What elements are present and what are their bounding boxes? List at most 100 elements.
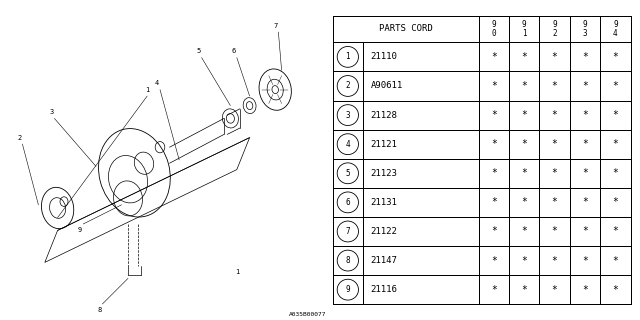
Text: 6: 6 <box>346 198 350 207</box>
Text: *: * <box>491 81 497 91</box>
Bar <box>509 100 540 130</box>
Bar <box>600 130 630 159</box>
Bar <box>570 159 600 188</box>
Text: *: * <box>521 139 527 149</box>
Bar <box>509 16 540 42</box>
Bar <box>363 188 479 217</box>
Text: *: * <box>582 110 588 120</box>
Bar <box>509 188 540 217</box>
Text: *: * <box>612 110 618 120</box>
Bar <box>333 246 363 275</box>
Bar <box>540 100 570 130</box>
Bar <box>333 71 363 100</box>
Bar <box>479 42 509 71</box>
Text: 6: 6 <box>232 48 236 54</box>
Text: *: * <box>491 197 497 207</box>
Text: *: * <box>491 139 497 149</box>
Text: *: * <box>582 139 588 149</box>
Bar <box>570 217 600 246</box>
Bar <box>363 71 479 100</box>
Bar <box>540 71 570 100</box>
Text: *: * <box>521 285 527 295</box>
Bar <box>333 159 363 188</box>
Text: 9
0: 9 0 <box>492 20 496 37</box>
Text: *: * <box>582 256 588 266</box>
Text: 21122: 21122 <box>371 227 397 236</box>
Bar <box>333 16 479 42</box>
Text: 1: 1 <box>145 87 149 93</box>
Bar <box>333 42 363 71</box>
Bar <box>509 71 540 100</box>
Text: 21123: 21123 <box>371 169 397 178</box>
Bar <box>540 217 570 246</box>
Text: 21116: 21116 <box>371 285 397 294</box>
Text: *: * <box>521 168 527 178</box>
Text: *: * <box>582 285 588 295</box>
Text: *: * <box>552 81 557 91</box>
Bar <box>540 42 570 71</box>
Bar <box>600 159 630 188</box>
Text: 9
1: 9 1 <box>522 20 527 37</box>
Bar <box>479 188 509 217</box>
Text: 8: 8 <box>97 307 101 313</box>
Text: 21131: 21131 <box>371 198 397 207</box>
Bar <box>570 130 600 159</box>
Text: *: * <box>552 227 557 236</box>
Bar <box>600 16 630 42</box>
Text: *: * <box>612 256 618 266</box>
Text: 4: 4 <box>155 80 159 86</box>
Text: 2: 2 <box>346 82 350 91</box>
Text: *: * <box>552 139 557 149</box>
Text: 9
3: 9 3 <box>582 20 588 37</box>
Text: 1: 1 <box>346 52 350 61</box>
Text: *: * <box>582 197 588 207</box>
Text: *: * <box>491 168 497 178</box>
Text: *: * <box>521 256 527 266</box>
Text: *: * <box>582 227 588 236</box>
Text: *: * <box>521 110 527 120</box>
Text: *: * <box>612 52 618 62</box>
Text: 21128: 21128 <box>371 111 397 120</box>
Text: *: * <box>552 52 557 62</box>
Text: *: * <box>491 227 497 236</box>
Bar <box>509 42 540 71</box>
Bar <box>570 42 600 71</box>
Text: *: * <box>582 81 588 91</box>
Text: A90611: A90611 <box>371 82 403 91</box>
Text: *: * <box>491 285 497 295</box>
Bar <box>363 130 479 159</box>
Text: 21110: 21110 <box>371 52 397 61</box>
Text: 21121: 21121 <box>371 140 397 149</box>
Bar <box>363 42 479 71</box>
Text: 3: 3 <box>49 109 53 115</box>
Bar <box>509 246 540 275</box>
Text: *: * <box>521 197 527 207</box>
Text: *: * <box>491 256 497 266</box>
Bar <box>479 159 509 188</box>
Bar <box>479 246 509 275</box>
Text: *: * <box>612 197 618 207</box>
Text: 9: 9 <box>78 227 82 233</box>
Text: *: * <box>612 227 618 236</box>
Text: *: * <box>552 110 557 120</box>
Bar <box>540 188 570 217</box>
Bar <box>363 217 479 246</box>
Text: *: * <box>552 168 557 178</box>
Bar <box>600 188 630 217</box>
Text: 1: 1 <box>235 269 239 275</box>
Bar <box>333 100 363 130</box>
Text: 5: 5 <box>346 169 350 178</box>
Bar <box>479 130 509 159</box>
Text: *: * <box>582 52 588 62</box>
Bar <box>363 246 479 275</box>
Bar <box>509 217 540 246</box>
Bar <box>333 217 363 246</box>
Text: 5: 5 <box>196 48 200 54</box>
Text: *: * <box>612 168 618 178</box>
Bar <box>540 16 570 42</box>
Bar <box>570 71 600 100</box>
Text: 3: 3 <box>346 111 350 120</box>
Bar <box>333 275 363 304</box>
Text: *: * <box>521 227 527 236</box>
Bar <box>540 246 570 275</box>
